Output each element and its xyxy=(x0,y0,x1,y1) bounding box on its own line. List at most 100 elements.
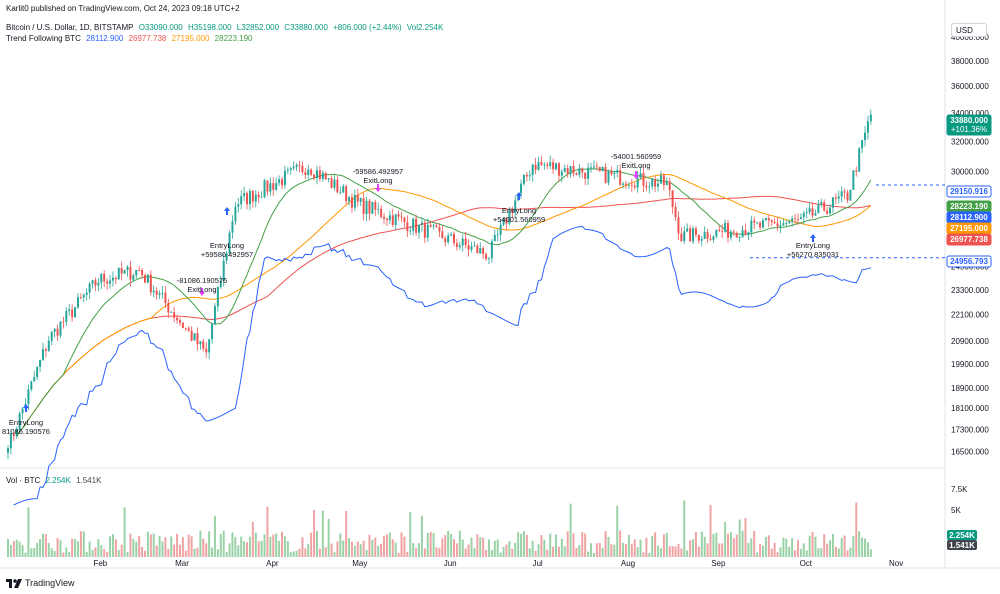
price-axis-tick: 20900.000 xyxy=(951,337,989,346)
volume-bar xyxy=(100,544,103,557)
candle-body xyxy=(129,266,132,280)
volume-bar xyxy=(624,544,627,557)
signal-label: 81086.190576 xyxy=(2,427,50,436)
candle-body xyxy=(683,231,686,242)
volume-bar xyxy=(126,552,129,557)
price-axis-tick: 16500.000 xyxy=(951,448,989,457)
volume-bar xyxy=(525,534,528,557)
volume-bar xyxy=(406,551,409,557)
candle-body xyxy=(39,359,42,367)
buy-arrow-icon xyxy=(516,192,522,200)
candle-body xyxy=(199,341,202,345)
time-axis-label: Jun xyxy=(444,559,457,568)
candle-body xyxy=(490,241,493,259)
candle-body xyxy=(298,164,301,166)
volume-bar xyxy=(251,521,254,557)
candle-body xyxy=(686,228,689,232)
candle-body xyxy=(505,217,508,224)
ohlc-low: L32852.000 xyxy=(236,23,280,32)
volume-bar xyxy=(528,548,531,557)
candle-body xyxy=(365,200,368,215)
price-axis-tick: 36000.000 xyxy=(951,82,989,91)
volume-bar xyxy=(843,535,846,557)
candle-body xyxy=(33,377,36,382)
volume-bar xyxy=(41,533,44,557)
signal-label: EntryLong xyxy=(210,241,244,250)
volume-bar xyxy=(590,543,592,557)
volume-bar xyxy=(350,541,353,557)
candles-group xyxy=(7,109,872,460)
candle-body xyxy=(522,174,525,184)
volume-bar xyxy=(505,544,508,557)
volume-bar xyxy=(531,540,534,557)
volume-bar xyxy=(225,551,228,557)
volume-bar xyxy=(409,512,412,557)
candle-body xyxy=(418,224,421,233)
volume-bar xyxy=(444,535,447,557)
volume-bar xyxy=(149,534,152,557)
candle-body xyxy=(735,232,738,238)
candle-body xyxy=(359,198,362,202)
currency-button[interactable]: USD xyxy=(951,23,987,37)
volume-bar xyxy=(496,539,499,557)
candle-body xyxy=(680,233,683,242)
candle-body xyxy=(814,213,817,216)
candle-body xyxy=(76,297,79,308)
candle-body xyxy=(855,170,858,172)
volume-bar xyxy=(575,547,578,557)
candle-body xyxy=(703,232,706,239)
volume-bar xyxy=(418,543,421,557)
candle-body xyxy=(645,185,648,188)
volume-bar xyxy=(21,545,24,557)
price-label-value: 33880.000 xyxy=(950,116,988,125)
candle-body xyxy=(689,228,692,242)
candle-body xyxy=(712,236,715,240)
price-axis-tick: 19900.000 xyxy=(951,360,989,369)
candle-body xyxy=(181,322,184,328)
candle-body xyxy=(846,192,849,201)
volume-bar xyxy=(735,534,738,557)
candle-body xyxy=(464,238,467,246)
volume-bar xyxy=(837,548,840,557)
indicator-value-2: 26977.738 xyxy=(128,34,167,43)
volume-bar xyxy=(840,537,843,557)
price-axis-tick: 23300.000 xyxy=(951,286,989,295)
candle-body xyxy=(65,311,68,322)
volume-bar xyxy=(517,532,520,557)
candle-body xyxy=(834,197,837,199)
indicator-name: Trend Following BTC xyxy=(6,34,81,43)
candle-body xyxy=(861,140,864,149)
volume-bar xyxy=(791,538,794,557)
candle-body xyxy=(508,210,511,224)
volume-bar xyxy=(846,550,849,557)
candle-body xyxy=(429,224,432,227)
candle-body xyxy=(557,163,560,176)
volume-bar xyxy=(254,532,257,557)
volume-bar xyxy=(222,530,225,557)
candle-body xyxy=(817,204,820,214)
candle-body xyxy=(447,235,450,243)
candle-body xyxy=(543,164,546,166)
volume-bar xyxy=(595,543,598,557)
candle-body xyxy=(692,228,695,242)
candle-body xyxy=(869,114,872,122)
volume-bar xyxy=(33,548,36,557)
volume-bar xyxy=(187,534,190,557)
volume-bar xyxy=(770,548,773,557)
volume-bar xyxy=(831,533,834,557)
candle-body xyxy=(176,317,179,321)
candle-body xyxy=(310,169,313,175)
candle-body xyxy=(761,220,764,228)
volume-bar xyxy=(47,542,50,557)
candle-body xyxy=(47,340,50,351)
volume-bar xyxy=(645,537,648,557)
price-label-box xyxy=(946,255,992,268)
candle-body xyxy=(420,222,423,225)
candle-body xyxy=(750,220,753,233)
volume-bar xyxy=(560,538,563,557)
candle-body xyxy=(566,168,569,175)
signal-label: +59586.492957 xyxy=(201,250,253,259)
symbol-name: Bitcoin / U.S. Dollar, 1D, BITSTAMP xyxy=(6,23,134,32)
volume-bar xyxy=(257,541,260,557)
